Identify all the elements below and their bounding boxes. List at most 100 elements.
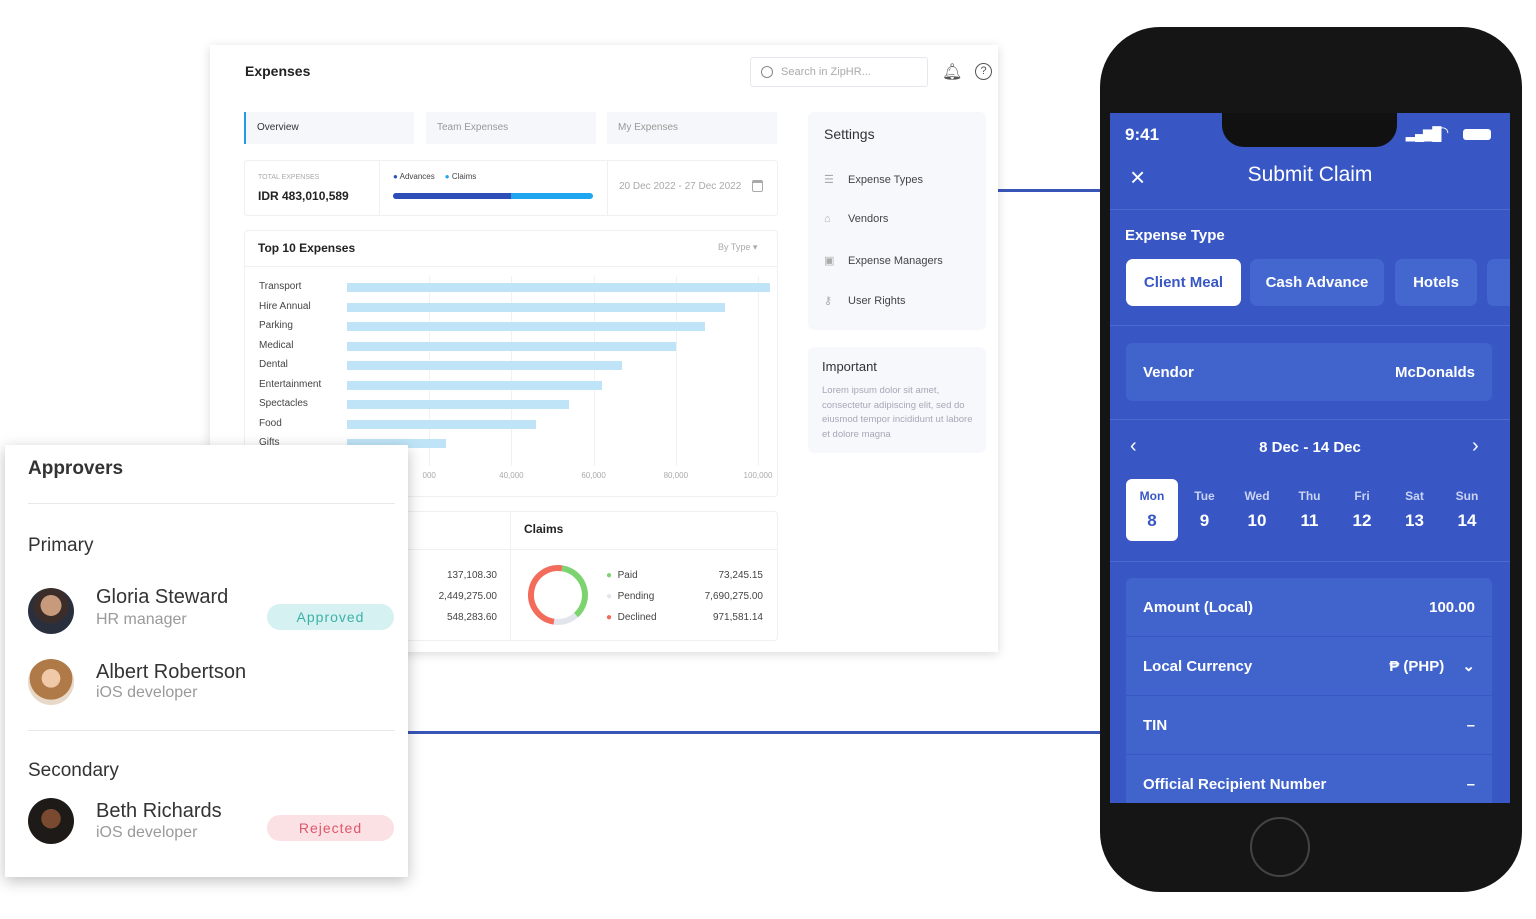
store-icon: ⌂ bbox=[824, 213, 831, 225]
bar-medical[interactable] bbox=[347, 341, 676, 351]
calendar-icon[interactable] bbox=[752, 180, 763, 192]
chart-title: Top 10 Expenses bbox=[258, 241, 356, 255]
gridline bbox=[593, 276, 595, 466]
chevron-left-icon[interactable]: ‹ bbox=[1130, 435, 1137, 457]
claims-value: 7,690,275.00 bbox=[704, 591, 763, 602]
donut-slice-paid bbox=[561, 565, 588, 618]
claims-row-paid: ● Paid bbox=[606, 570, 638, 581]
notch bbox=[1222, 113, 1397, 147]
total-value: IDR 483,010,589 bbox=[258, 189, 349, 203]
amount-field[interactable]: Amount (Local) 100.00 bbox=[1126, 578, 1492, 636]
gridline bbox=[675, 276, 677, 466]
day-tue[interactable]: Tue 9 bbox=[1194, 489, 1215, 530]
donut-slice-declined bbox=[528, 565, 563, 625]
search-placeholder: Search in ZipHR... bbox=[781, 66, 871, 78]
approver-name: Gloria Steward bbox=[96, 586, 229, 608]
summary-card: TOTAL EXPENSES IDR 483,010,589 ● Advance… bbox=[244, 160, 778, 216]
advances-value: 137,108.30 bbox=[446, 570, 497, 581]
bell-icon[interactable]: 🔔︎ bbox=[942, 64, 963, 81]
bar-entertainment[interactable] bbox=[347, 380, 602, 390]
approver-name: Beth Richards bbox=[96, 800, 222, 822]
bar-transport[interactable] bbox=[347, 283, 771, 292]
legend-claims: ● Claims bbox=[444, 172, 477, 181]
day-wed[interactable]: Wed 10 bbox=[1244, 489, 1270, 530]
tin-field[interactable]: TIN – bbox=[1126, 696, 1492, 754]
home-button[interactable] bbox=[1250, 817, 1310, 877]
settings-panel: Settings ☰ Expense Types ⌂ Vendors ▣ Expens… bbox=[808, 112, 986, 330]
advances-claims-bar bbox=[393, 193, 593, 199]
settings-item-expense-managers[interactable]: ▣ Expense Managers bbox=[824, 254, 943, 268]
chevron-right-icon[interactable]: › bbox=[1472, 435, 1479, 457]
connector-line bbox=[408, 731, 1102, 734]
key-icon: ⚷ bbox=[824, 295, 833, 307]
day-sun[interactable]: Sun 14 bbox=[1455, 489, 1479, 530]
date-range[interactable]: 20 Dec 2022 - 27 Dec 2022 bbox=[619, 181, 742, 192]
bar-dental[interactable] bbox=[347, 361, 623, 370]
bar-label: Parking bbox=[259, 320, 293, 331]
bar-parking[interactable] bbox=[347, 322, 705, 331]
tab-my-expenses[interactable]: My Expenses bbox=[607, 112, 777, 144]
avatar bbox=[28, 798, 74, 844]
tick-label: 60,000 bbox=[581, 471, 606, 480]
day-sat[interactable]: Sat 13 bbox=[1405, 489, 1424, 530]
phone-screen: 9:41 ▂▄▆█ ◠ × Submit Claim Expense Type … bbox=[1110, 113, 1510, 803]
manager-icon: ▣ bbox=[824, 255, 835, 267]
tab-team-expenses[interactable]: Team Expenses bbox=[426, 112, 596, 144]
avatar bbox=[28, 588, 74, 634]
official-recipient-number-field[interactable]: Official Recipient Number – bbox=[1126, 755, 1492, 803]
bar-hire-annual[interactable] bbox=[347, 302, 726, 312]
close-icon[interactable]: × bbox=[1130, 162, 1146, 192]
bar-label: Medical bbox=[259, 339, 294, 351]
approver-role: HR manager bbox=[96, 611, 187, 628]
approver-role: iOS developer bbox=[96, 824, 198, 841]
chart-legend: ● Advances ● Claims bbox=[393, 172, 476, 181]
bar-label: Hire Annual bbox=[259, 300, 311, 312]
day-fri[interactable]: Fri 12 bbox=[1352, 489, 1372, 530]
chip-client-meal[interactable]: Client Meal bbox=[1126, 259, 1241, 306]
claims-row-pending: ● Pending bbox=[606, 591, 655, 602]
bar-gifts[interactable] bbox=[347, 439, 446, 448]
primary-label: Primary bbox=[28, 535, 94, 556]
advances-value: 548,283.60 bbox=[446, 612, 497, 623]
settings-item-user-rights[interactable]: ⚷ User Rights bbox=[824, 294, 906, 308]
chip-more[interactable] bbox=[1487, 259, 1510, 306]
day-thu[interactable]: Thu 11 bbox=[1298, 489, 1321, 530]
bar-food[interactable] bbox=[347, 419, 537, 429]
screen-title: Submit Claim bbox=[1247, 163, 1373, 186]
signal-icon: ▂▄▆█ bbox=[1406, 126, 1441, 141]
chip-hotels[interactable]: Hotels bbox=[1395, 259, 1477, 306]
chip-cash-advance[interactable]: Cash Advance bbox=[1250, 259, 1384, 306]
approver-role: iOS developer bbox=[96, 684, 198, 701]
bar-label: Dental bbox=[259, 359, 288, 370]
tick-label: 40,000 bbox=[499, 471, 524, 480]
currency-select[interactable]: Local Currency ₱ (PHP) ⌄ bbox=[1126, 637, 1492, 695]
day-mon[interactable]: Mon 8 bbox=[1126, 479, 1178, 541]
tab-overview[interactable]: Overview bbox=[244, 112, 414, 144]
advances-value: 2,449,275.00 bbox=[438, 591, 497, 602]
wifi-icon: ◠ bbox=[1436, 124, 1450, 141]
chart-filter-dropdown[interactable]: By Type ▾ bbox=[718, 242, 758, 252]
donut-slice-pending bbox=[553, 612, 578, 625]
claims-donut bbox=[528, 565, 588, 625]
page-title: Expenses bbox=[245, 63, 311, 79]
help-icon[interactable]: ? bbox=[975, 63, 992, 80]
list-icon: ☰ bbox=[824, 174, 834, 186]
approver-name: Albert Robertson bbox=[96, 661, 247, 683]
week-range: 8 Dec - 14 Dec bbox=[1259, 439, 1361, 456]
avatar bbox=[28, 659, 74, 705]
settings-item-vendors[interactable]: ⌂ Vendors bbox=[824, 213, 889, 225]
total-label: TOTAL EXPENSES bbox=[258, 174, 320, 181]
bar-label: Food bbox=[259, 417, 282, 429]
approvers-title: Approvers bbox=[28, 458, 124, 479]
gridline bbox=[511, 276, 513, 466]
bar-spectacles[interactable] bbox=[347, 400, 569, 409]
gridline bbox=[758, 276, 759, 466]
status-time: 9:41 bbox=[1125, 125, 1160, 144]
important-panel: Important Lorem ipsum dolor sit amet, co… bbox=[808, 347, 986, 453]
settings-title: Settings bbox=[824, 126, 875, 142]
search-input[interactable]: Search in ZipHR... bbox=[750, 57, 928, 87]
claims-value: 73,245.15 bbox=[718, 570, 764, 581]
vendor-field[interactable]: Vendor McDonalds bbox=[1126, 343, 1492, 401]
secondary-label: Secondary bbox=[28, 760, 119, 781]
settings-item-expense-types[interactable]: ☰ Expense Types bbox=[824, 173, 924, 187]
